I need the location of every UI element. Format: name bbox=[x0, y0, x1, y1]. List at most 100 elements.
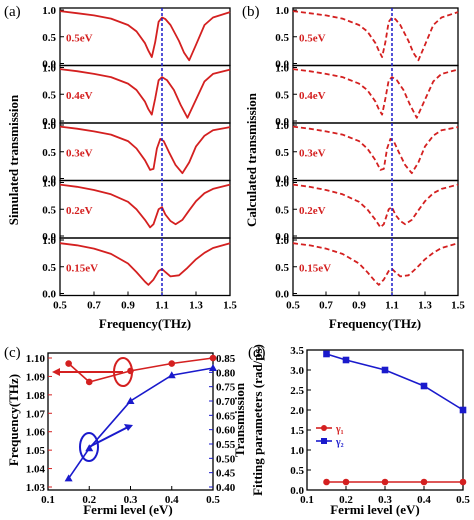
panel-a-ylabel: Simulated transmission bbox=[6, 94, 21, 225]
panel-b-curve bbox=[292, 68, 459, 119]
panel-d-xtick-label: 0.5 bbox=[456, 494, 470, 506]
panel-a-ytick-label: 1.0 bbox=[42, 63, 56, 75]
panel-c-right-tick-label: 0.65 bbox=[216, 410, 236, 422]
panel-d-point bbox=[459, 406, 467, 414]
panel-b-ytick-label: 0.5 bbox=[275, 147, 289, 159]
panel-c-right-tick-label: 0.75 bbox=[216, 382, 236, 394]
panel-c-point bbox=[167, 371, 176, 379]
panel-d-xtick-label: 0.2 bbox=[339, 494, 353, 506]
panel-a-xtick-label: 0.7 bbox=[87, 300, 101, 312]
panel-b-ytick-label: 1.0 bbox=[275, 5, 289, 17]
panel-c-left-tick-label: 1.05 bbox=[26, 445, 46, 457]
panel-label-c: (c) bbox=[4, 345, 21, 361]
panel-c-point bbox=[85, 444, 94, 452]
panel-d-point bbox=[420, 478, 428, 486]
panel-c-right-tick-label: 0.60 bbox=[216, 425, 236, 437]
panel-c-point bbox=[65, 360, 72, 367]
panel-c-xtick-label: 0.1 bbox=[41, 494, 55, 506]
panel-c: 0.1 0.2 0.3 0.4 0.5 1.03 1.04 1.05 1.06 1.07 1.08 1… bbox=[26, 352, 236, 506]
panel-a: 0.00.51.00.5eV0.00.51.00.4eV0.00.51.00.3… bbox=[42, 5, 237, 312]
panel-b-ytick-label: 1.0 bbox=[275, 120, 289, 132]
panel-c-xtick-label: 0.5 bbox=[206, 494, 220, 506]
panel-b-ytick-label: 0.0 bbox=[275, 231, 289, 243]
panel-b-ytick-label: 1.0 bbox=[275, 235, 289, 247]
panel-d-ytick-label: 2.5 bbox=[290, 385, 304, 397]
panel-a-fermi-label: 0.2eV bbox=[66, 205, 93, 217]
panel-d-point bbox=[323, 350, 330, 358]
panel-a-curve bbox=[59, 242, 231, 286]
panel-label-d: (d) bbox=[248, 345, 266, 361]
panel-d-ytick-label: 3.0 bbox=[290, 365, 304, 377]
panel-a-ytick-label: 1.0 bbox=[42, 235, 56, 247]
panel-c-right-tick-label: 0.70 bbox=[216, 396, 236, 408]
panel-b-ytick-label: 0.0 bbox=[275, 289, 289, 301]
panel-a-curve bbox=[59, 10, 231, 62]
panel-b-ytick-label: 1.0 bbox=[275, 63, 289, 75]
panel-b-xtick-label: 0.9 bbox=[352, 300, 366, 312]
panel-c-left-tick-label: 1.04 bbox=[26, 464, 46, 476]
panel-a-xlabel: Frequency(THz) bbox=[99, 316, 191, 331]
panel-b-fermi-label: 0.15eV bbox=[299, 262, 331, 274]
panel-d-point bbox=[420, 382, 428, 390]
panel-a-curve bbox=[59, 68, 231, 119]
panel-a-ytick-label: 1.0 bbox=[42, 5, 56, 17]
panel-c-arrowhead-blue bbox=[124, 424, 133, 431]
panel-c-xtick-label: 0.2 bbox=[82, 494, 96, 506]
panel-d-legend-marker bbox=[321, 438, 327, 444]
panel-b-xtick-label: 1.3 bbox=[418, 300, 432, 312]
panel-c-annotation-arrow-blue bbox=[88, 426, 129, 448]
panel-d-ytick-label: 0.5 bbox=[290, 465, 304, 477]
panel-c-right-tick-label: 0.55 bbox=[216, 439, 236, 451]
panel-b-curve bbox=[292, 10, 459, 62]
panel-c-left-tick-label: 1.03 bbox=[26, 482, 46, 494]
panel-label-a: (a) bbox=[4, 4, 21, 20]
panel-c-right-tick-label: 0.85 bbox=[216, 353, 236, 365]
panel-a-ytick-label: 0.5 bbox=[42, 147, 56, 159]
panel-d-ytick-label: 1.5 bbox=[290, 425, 304, 437]
panel-a-ytick-label: 0.5 bbox=[42, 32, 56, 44]
panel-a-ytick-label: 1.0 bbox=[42, 120, 56, 132]
panel-d-ylabel: Fitting parameters (rad/ps) bbox=[250, 344, 265, 496]
panel-b-ylabel: Calculated transmission bbox=[244, 92, 259, 227]
panel-a-ytick-label: 0.5 bbox=[42, 262, 56, 274]
panel-a-xtick-label: 1.1 bbox=[155, 300, 169, 312]
panel-c-right-tick-label: 0.80 bbox=[216, 367, 236, 379]
panel-d-legend-label: γ₁ bbox=[335, 424, 344, 435]
panel-a-xtick-label: 1.3 bbox=[189, 300, 203, 312]
panel-b-ytick-label: 0.5 bbox=[275, 89, 289, 101]
panel-b-ytick-label: 0.5 bbox=[275, 204, 289, 216]
panel-c-xlabel: Fermi level (eV) bbox=[83, 502, 173, 517]
panel-c-xtick-label: 0.3 bbox=[124, 494, 138, 506]
panel-c-point bbox=[85, 378, 93, 386]
panel-a-ytick-label: 0.0 bbox=[42, 289, 56, 301]
panel-c-point bbox=[64, 474, 73, 482]
panel-a-ytick-label: 1.0 bbox=[42, 178, 56, 190]
panel-c-right-tick-label: 0.40 bbox=[216, 482, 236, 494]
panel-d-legend-marker bbox=[321, 425, 327, 431]
panel-b-fermi-label: 0.3eV bbox=[299, 147, 326, 159]
panel-a-ytick-label: 0.0 bbox=[42, 231, 56, 243]
panel-c-ylabel-right: Transmission bbox=[232, 382, 247, 457]
panel-a-fermi-label: 0.3eV bbox=[66, 147, 93, 159]
panel-a-fermi-label: 0.5eV bbox=[66, 32, 93, 44]
panel-b-xtick-label: 1.1 bbox=[385, 300, 399, 312]
panel-b-ytick-label: 0.5 bbox=[275, 32, 289, 44]
panel-d-xtick-label: 0.3 bbox=[378, 494, 392, 506]
panel-c-ylabel-left: Frequency(THz) bbox=[6, 374, 21, 466]
panel-a-ytick-label: 0.0 bbox=[42, 174, 56, 186]
panel-label-b: (b) bbox=[242, 4, 260, 20]
panel-b-curve bbox=[292, 242, 459, 286]
panel-a-fermi-label: 0.15eV bbox=[66, 262, 98, 274]
panel-c-left-tick-label: 1.08 bbox=[26, 390, 46, 402]
panel-a-curve bbox=[59, 183, 231, 229]
panel-b-ytick-label: 0.0 bbox=[275, 174, 289, 186]
panel-c-series-line bbox=[68, 357, 214, 383]
panel-d-point bbox=[459, 478, 467, 486]
panel-a-ytick-label: 0.0 bbox=[42, 116, 56, 128]
panel-b-ytick-label: 0.5 bbox=[275, 262, 289, 274]
panel-a-ytick-label: 0.5 bbox=[42, 89, 56, 101]
panel-b-xlabel: Frequency(THz) bbox=[329, 316, 421, 331]
panel-c-right-tick-label: 0.50 bbox=[216, 453, 236, 465]
panel-d-point bbox=[342, 478, 350, 486]
